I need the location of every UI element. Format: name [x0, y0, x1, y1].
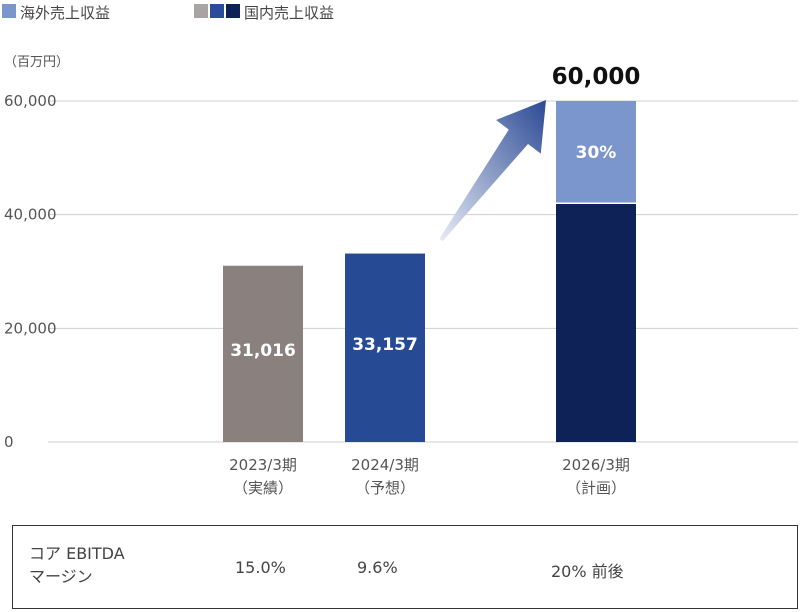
y-tick-label: 20,000	[4, 319, 57, 337]
bar-segment	[556, 101, 636, 204]
category-sublabel: （計画）	[566, 479, 626, 497]
bar-value-label: 30%	[576, 143, 617, 163]
category-label: 2026/3期	[562, 456, 630, 474]
legend-swatch	[210, 4, 224, 18]
y-axis-ticks: 0 20,000 40,000 60,000	[4, 92, 57, 451]
category-label: 2024/3期	[351, 456, 419, 474]
bars	[223, 101, 636, 442]
category-sublabel: （実績）	[233, 479, 293, 497]
bar-value-label: 31,016	[230, 341, 296, 361]
unit-label: （百万円）	[4, 55, 69, 70]
bar-segment	[556, 203, 636, 442]
growth-arrow	[439, 100, 546, 242]
ebitda-value-2026: 20% 前後	[551, 562, 624, 581]
legend-swatch	[226, 4, 240, 18]
bar-labels: 31,016 33,157 30%	[230, 143, 616, 361]
bar-segment	[345, 253, 425, 442]
legend-label: 国内売上収益	[244, 4, 334, 22]
category-label: 2023/3期	[229, 456, 297, 474]
x-axis-labels: 2023/3期 （実績） 2024/3期 （予想） 2026/3期 （計画）	[229, 456, 630, 497]
y-tick-label: 40,000	[4, 206, 57, 224]
y-tick-label: 0	[4, 433, 14, 451]
ebitda-label-line1: コア EBITDA	[29, 544, 125, 563]
ebitda-value-2023: 15.0%	[235, 558, 286, 577]
ebitda-label-line2: マージン	[29, 567, 93, 586]
total-label: 60,000	[552, 64, 641, 90]
ebitda-margin-table: コア EBITDA マージン 15.0% 9.6% 20% 前後	[12, 525, 798, 609]
revenue-chart: 海外売上収益 国内売上収益 （百万円） 0 20,000 40,000 60,000 3…	[2, 4, 798, 497]
bar-value-label: 33,157	[352, 335, 418, 355]
legend-swatch	[194, 4, 208, 18]
legend: 海外売上収益 国内売上収益	[2, 4, 334, 22]
ebitda-label: コア EBITDA マージン	[29, 542, 125, 588]
legend-swatch	[2, 4, 16, 18]
bar-segment	[223, 265, 303, 442]
legend-label: 海外売上収益	[20, 4, 110, 22]
category-sublabel: （予想）	[355, 479, 415, 497]
ebitda-value-2024: 9.6%	[357, 558, 398, 577]
y-tick-label: 60,000	[4, 92, 57, 110]
